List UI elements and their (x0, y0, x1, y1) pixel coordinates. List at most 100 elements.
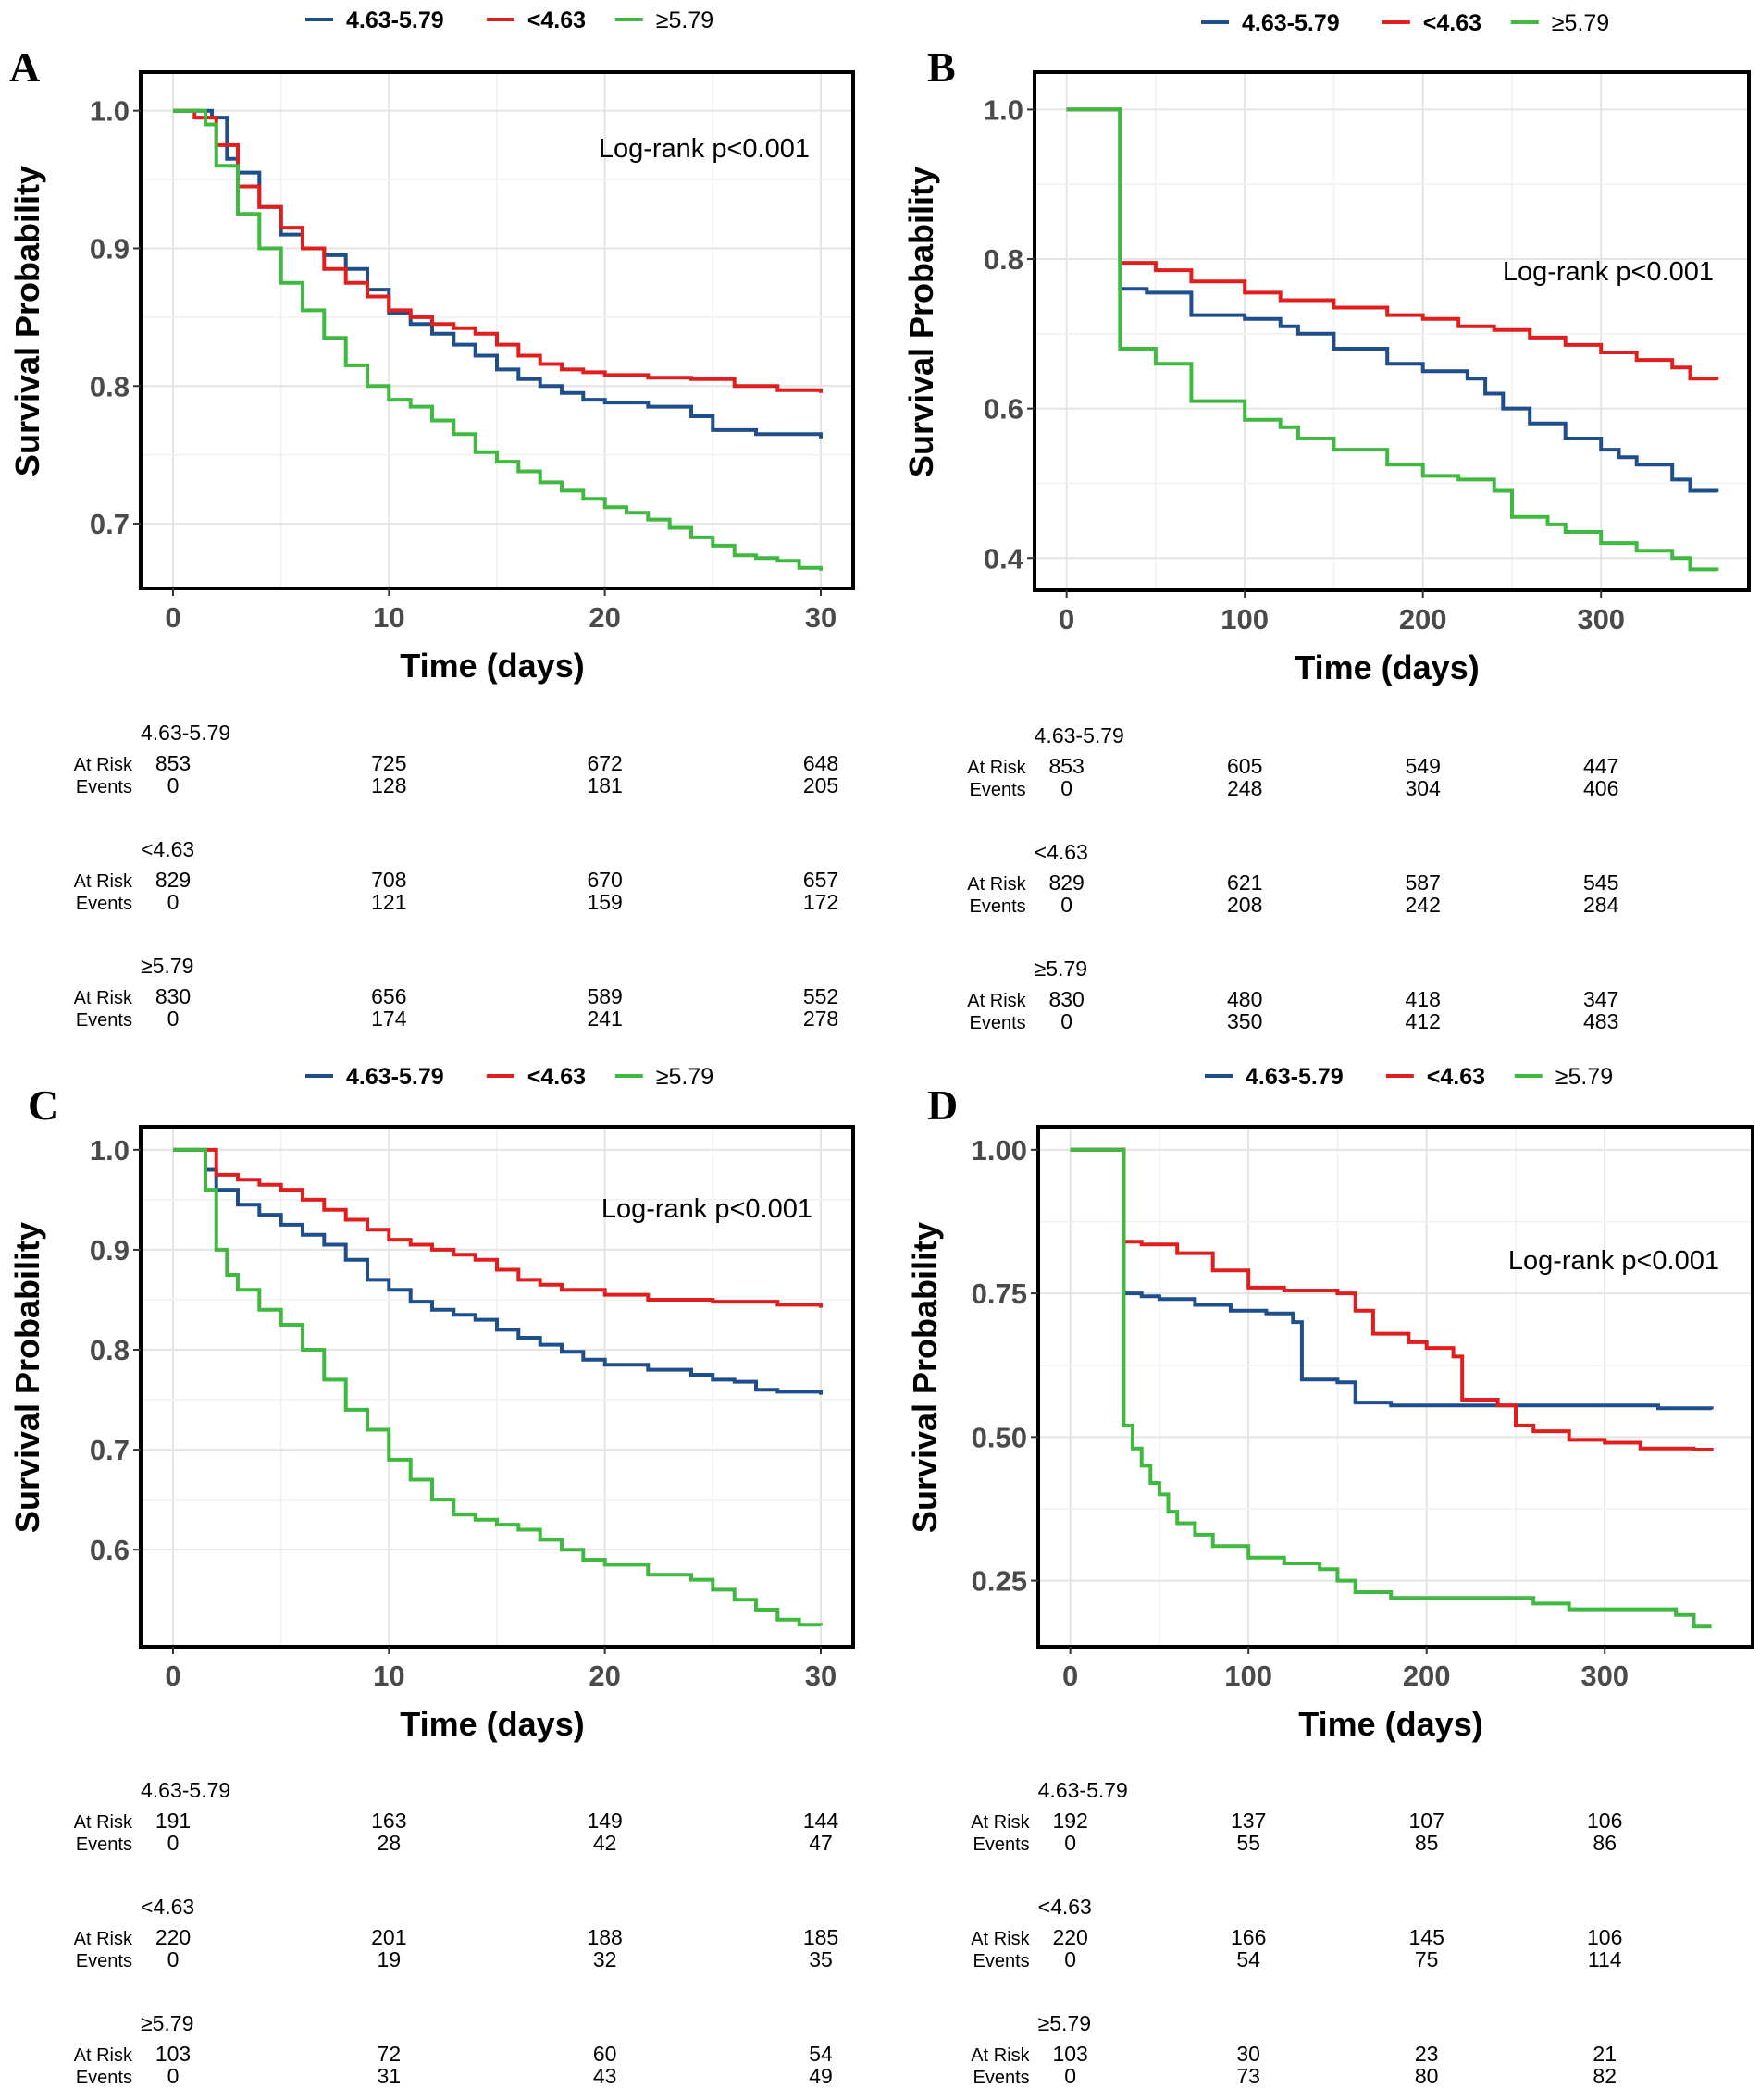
risk-group-name: ≥5.79 (1038, 2011, 1091, 2035)
events-value: 28 (378, 1831, 402, 1855)
legend-label-ge-5-79: ≥5.79 (656, 7, 713, 33)
events-value: 406 (1583, 776, 1618, 800)
events-label: Events (76, 894, 132, 914)
events-label: Events (969, 780, 1025, 800)
y-axis-title: Survival Probability (8, 166, 46, 476)
legend-label-4-63-5-79: 4.63-5.79 (346, 7, 444, 33)
x-axis-title: Time (days) (1298, 1705, 1482, 1743)
x-axis-title: Time (days) (400, 647, 584, 685)
at-risk-value: 830 (1048, 987, 1084, 1011)
at-risk-value: 145 (1409, 1925, 1444, 1949)
y-axis-title: Survival Probability (902, 167, 940, 477)
y-tick-label: 0.75 (972, 1278, 1027, 1310)
y-tick-label: 1.0 (90, 1134, 130, 1167)
at-risk-value: 853 (1048, 754, 1084, 778)
legend-label-4-63-5-79: 4.63-5.79 (1242, 10, 1340, 36)
risk-group-name: <4.63 (1038, 1895, 1092, 1919)
logrank-annotation: Log-rank p<0.001 (1503, 257, 1714, 287)
at-risk-value: 672 (587, 751, 622, 775)
at-risk-label: At Risk (74, 871, 133, 892)
panel-d: D 4.63-5.79 <4.63 ≥5.79 1.00 0.75 0.50 0.25 0 100… (906, 1064, 1754, 2088)
events-label: Events (969, 896, 1025, 917)
at-risk-value: 589 (587, 984, 622, 1008)
events-value: 85 (1415, 1831, 1439, 1855)
at-risk-value: 648 (803, 751, 838, 775)
events-value: 19 (378, 1947, 402, 1971)
at-risk-value: 830 (155, 984, 191, 1008)
events-value: 172 (803, 890, 838, 914)
events-value: 32 (593, 1947, 617, 1971)
events-value: 75 (1415, 1947, 1439, 1971)
risk-group-name: 4.63-5.79 (1035, 723, 1124, 747)
survival-curve-ge-5-79 (173, 1147, 823, 1627)
y-tick-label: 0.7 (90, 1434, 130, 1466)
y-tick-label: 0.7 (90, 508, 130, 540)
risk-group-name: <4.63 (141, 837, 194, 861)
x-tick-label: 0 (1062, 1660, 1078, 1692)
x-tick-label: 100 (1221, 603, 1269, 636)
x-axis-title: Time (days) (400, 1705, 584, 1743)
y-tick-label: 0.8 (90, 370, 130, 402)
x-tick-label: 100 (1224, 1660, 1272, 1692)
at-risk-value: 587 (1406, 871, 1441, 895)
at-risk-value: 106 (1587, 1925, 1622, 1949)
panel-letter: D (927, 1081, 958, 1129)
at-risk-value: 103 (1052, 2042, 1087, 2066)
events-value: 242 (1406, 893, 1441, 917)
at-risk-value: 144 (803, 1809, 839, 1833)
at-risk-value: 166 (1231, 1925, 1266, 1949)
events-value: 54 (1236, 1947, 1260, 1971)
plot-frame (1033, 70, 1751, 592)
survival-curve-lt-4-63 (1070, 1147, 1714, 1451)
at-risk-value: 725 (371, 751, 406, 775)
at-risk-value: 656 (371, 984, 406, 1008)
survival-curve-ge-5-79 (173, 108, 823, 571)
x-tick-label: 200 (1403, 1660, 1451, 1692)
events-value: 31 (378, 2064, 402, 2088)
events-value: 114 (1588, 1947, 1622, 1971)
risk-group-name: <4.63 (141, 1895, 194, 1919)
events-value: 284 (1583, 893, 1619, 917)
events-value: 73 (1236, 2064, 1260, 2088)
at-risk-value: 185 (803, 1925, 838, 1949)
at-risk-value: 621 (1227, 871, 1262, 895)
events-value: 0 (167, 773, 180, 797)
at-risk-value: 545 (1583, 871, 1618, 895)
at-risk-value: 418 (1406, 987, 1441, 1011)
events-value: 47 (809, 1831, 833, 1855)
at-risk-value: 192 (1052, 1809, 1087, 1833)
events-value: 43 (593, 2064, 617, 2088)
logrank-annotation: Log-rank p<0.001 (1508, 1246, 1719, 1276)
events-label: Events (969, 1013, 1025, 1033)
events-value: 483 (1583, 1009, 1618, 1033)
survival-curve-lt-4-63 (1066, 107, 1719, 381)
events-value: 0 (167, 890, 180, 914)
risk-group-name: ≥5.79 (1035, 957, 1087, 981)
survival-curve-4-63-5-79 (1070, 1147, 1714, 1411)
at-risk-value: 30 (1236, 2042, 1260, 2066)
events-value: 42 (593, 1831, 617, 1855)
at-risk-value: 447 (1583, 754, 1618, 778)
risk-group-name: 4.63-5.79 (141, 1778, 230, 1802)
x-tick-label: 20 (589, 1660, 620, 1692)
y-tick-label: 0.25 (972, 1565, 1027, 1598)
events-value: 208 (1227, 893, 1262, 917)
survival-curve-4-63-5-79 (1066, 107, 1719, 493)
at-risk-value: 605 (1227, 754, 1262, 778)
at-risk-value: 188 (587, 1925, 622, 1949)
at-risk-value: 72 (378, 2042, 402, 2066)
at-risk-label: At Risk (967, 758, 1026, 778)
logrank-annotation: Log-rank p<0.001 (599, 134, 810, 164)
events-value: 0 (1060, 893, 1072, 917)
at-risk-label: At Risk (971, 1812, 1030, 1833)
events-value: 0 (1060, 776, 1072, 800)
events-value: 241 (587, 1007, 622, 1031)
risk-group-name: <4.63 (1035, 840, 1088, 864)
events-value: 80 (1415, 2064, 1439, 2088)
events-label: Events (973, 1834, 1029, 1855)
at-risk-value: 670 (587, 868, 622, 892)
